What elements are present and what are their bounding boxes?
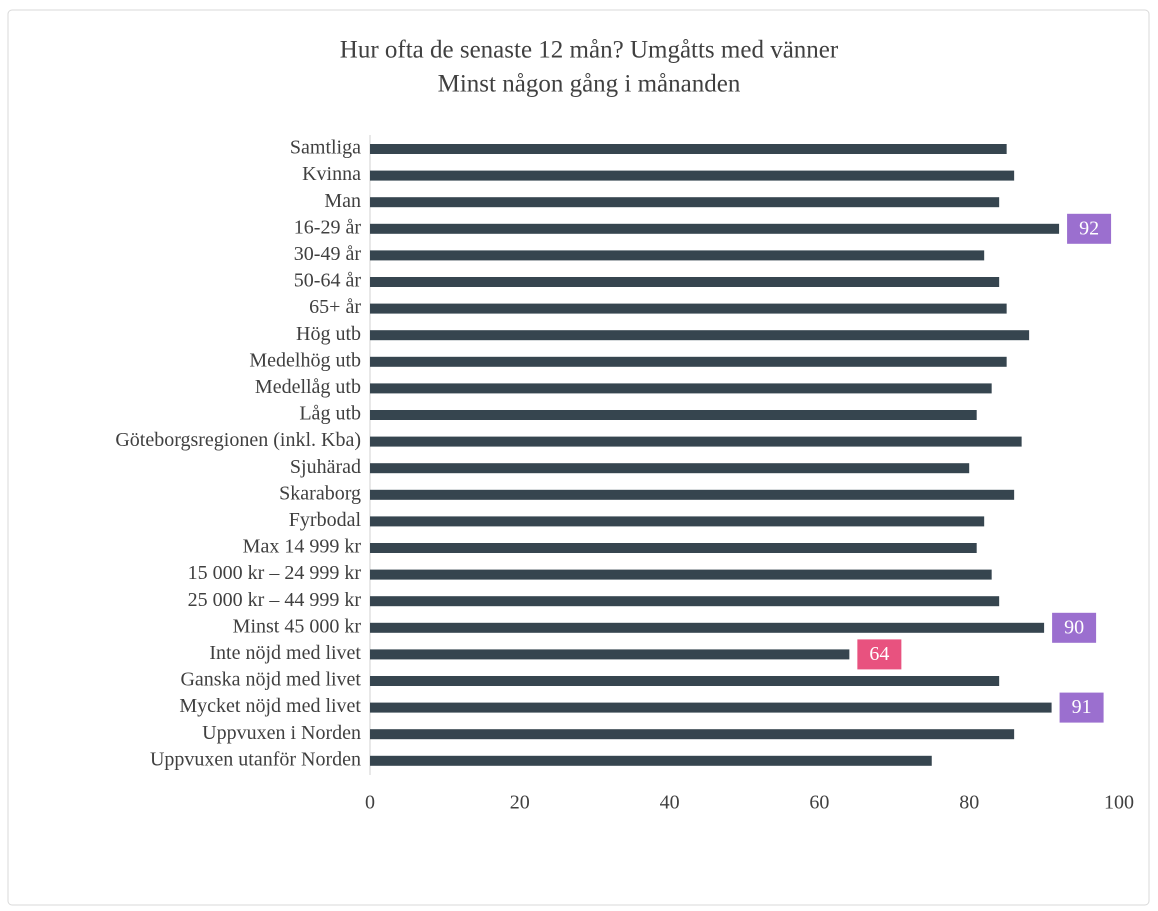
y-tick-label: Inte nöjd med livet [209,642,361,664]
bar [370,543,977,553]
data-label: 92 [1079,217,1099,239]
y-tick-label: 15 000 kr – 24 999 kr [188,562,362,584]
bar [370,702,1052,713]
y-tick-label: Max 14 999 kr [243,536,362,558]
bar [370,356,1007,367]
bar [370,250,985,261]
bar [370,277,1000,287]
y-tick-label: 16-29 år [294,216,362,238]
y-tick-label: Skaraborg [279,482,361,504]
y-tick-label: Samtliga [290,137,361,159]
bar [370,330,1030,341]
bar [370,197,1000,208]
bar [370,729,1015,740]
y-tick-label: Uppvuxen i Norden [202,722,361,744]
y-tick-label: 25 000 kr – 44 999 kr [188,589,362,611]
data-label: 90 [1064,616,1084,638]
chart-title: Hur ofta de senaste 12 mån? Umgåtts med … [340,37,839,64]
x-tick-label: 20 [510,792,530,814]
bar [370,622,1045,633]
y-tick-label: Låg utb [299,403,361,425]
y-tick-label: 30-49 år [294,243,362,265]
y-tick-label: Man [324,190,361,212]
data-label: 91 [1072,696,1092,718]
x-tick-label: 0 [365,792,375,814]
y-tick-label: Hög utb [296,323,361,345]
bar [370,516,985,527]
x-tick-label: 80 [959,792,979,814]
y-tick-label: 50-64 år [294,270,362,292]
data-label: 64 [869,643,889,665]
y-tick-label: Fyrbodal [289,509,362,531]
data-label-box [1067,213,1112,244]
bar [370,489,1015,500]
y-tick-label: Uppvuxen utanför Norden [150,748,361,770]
data-label-box [1052,612,1097,643]
y-tick-label: 65+ år [309,296,361,318]
x-tick-label: 60 [809,792,829,814]
y-tick-label: Minst 45 000 kr [233,615,362,637]
y-tick-label: Sjuhärad [290,456,361,478]
chart-subtitle: Minst någon gång i månanden [438,71,741,98]
y-tick-label: Mycket nöjd med livet [179,695,361,717]
bar [370,569,992,580]
data-label-box [857,639,902,670]
bar [370,596,1000,607]
y-tick-label: Kvinna [302,163,361,185]
bar [370,436,1022,447]
data-label-box [1059,692,1104,723]
x-tick-label: 100 [1104,792,1134,814]
bar [370,676,1000,686]
y-tick-label: Ganska nöjd med livet [180,669,361,691]
bar [370,410,977,420]
bar [370,170,1015,181]
bar [370,649,850,660]
x-tick-label: 40 [660,792,680,814]
bar [370,144,1007,154]
y-tick-label: Göteborgsregionen (inkl. Kba) [115,429,361,451]
bar [370,383,992,394]
bar [370,755,932,766]
bar [370,463,970,474]
bar [370,223,1060,234]
y-tick-label: Medelhög utb [249,349,361,371]
y-tick-label: Medellåg utb [255,376,361,398]
bar [370,303,1007,314]
